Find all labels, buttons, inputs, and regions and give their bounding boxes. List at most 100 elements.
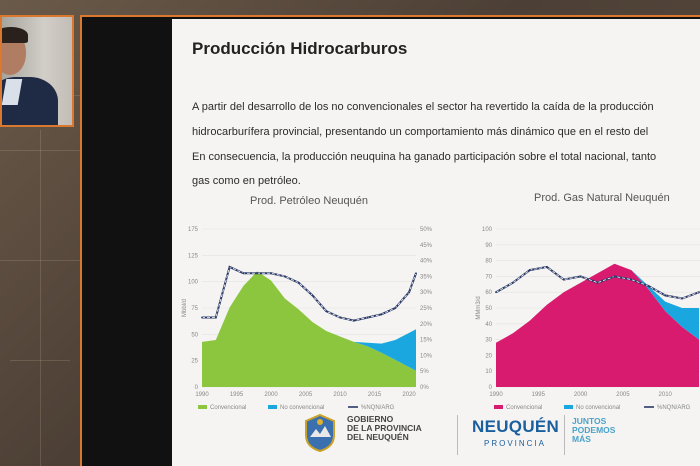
y-tick-label: 40: [485, 322, 492, 328]
y-tick-label: 0: [195, 385, 199, 391]
gov-line-3: DEL NEUQUÉN: [347, 432, 409, 442]
x-tick-label: 2020: [402, 392, 416, 398]
y2-tick-label: 0%: [420, 385, 429, 391]
slogan-line-2: PODEMOS: [572, 425, 616, 435]
x-tick-label: 1990: [195, 392, 209, 398]
legend-label-non-conventional: No convencional: [576, 405, 620, 411]
share-point: [228, 266, 231, 268]
legend-label-conventional: Convencional: [506, 405, 542, 411]
y-axis-label: MMm3/d: [476, 296, 482, 319]
y2-tick-label: 50%: [420, 227, 433, 233]
x-tick-label: 2000: [574, 392, 588, 398]
y-tick-label: 60: [485, 290, 492, 296]
share-point: [664, 294, 667, 297]
y-tick-label: 50: [485, 306, 492, 312]
x-tick-label: 2015: [368, 392, 382, 398]
share-point: [242, 272, 245, 275]
slogan-line-1: JUNTOS: [572, 416, 607, 426]
x-tick-label: 2000: [264, 392, 278, 398]
share-point: [366, 316, 369, 319]
y-tick-label: 20: [485, 353, 492, 359]
y-tick-label: 0: [489, 385, 493, 391]
y-tick-label: 70: [485, 274, 492, 280]
oil-chart-title: Prod. Petróleo Neuquén: [250, 195, 369, 207]
share-point: [681, 297, 684, 300]
share-point: [283, 275, 286, 278]
legend-label-share: %NQN/ARG: [361, 405, 395, 411]
y-tick-label: 10: [485, 369, 492, 375]
legend-swatch-non-conventional: [564, 405, 573, 409]
share-point: [408, 291, 410, 294]
share-point: [596, 281, 599, 284]
y-tick-label: 80: [485, 259, 492, 265]
y2-tick-label: 10%: [420, 353, 433, 359]
legend-label-share: %NQN/ARG: [657, 405, 691, 411]
share-point: [495, 291, 497, 294]
share-point: [339, 316, 341, 319]
y-tick-label: 75: [191, 306, 198, 312]
gov-line-1: GOBIERNO: [347, 414, 394, 424]
x-tick-label: 1995: [230, 392, 244, 398]
slide-title: Producción Hidrocarburos: [192, 39, 408, 58]
paragraph-line-4: gas como en petróleo.: [192, 175, 301, 187]
y2-tick-label: 5%: [420, 369, 429, 375]
y-tick-label: 125: [188, 253, 199, 259]
paragraph-line-1: A partir del desarrollo de los no conven…: [192, 101, 654, 113]
y-tick-label: 50: [191, 332, 198, 338]
x-tick-label: 2010: [659, 392, 673, 398]
slide: Producción Hidrocarburos A partir del de…: [172, 19, 700, 466]
legend-swatch-non-conventional: [268, 405, 277, 409]
x-tick-label: 2005: [616, 392, 630, 398]
y2-tick-label: 35%: [420, 274, 433, 280]
share-point: [528, 269, 531, 271]
conventional-area: [202, 271, 416, 387]
webcam-feed: [0, 15, 74, 127]
share-point: [613, 275, 616, 278]
legend-swatch-conventional: [494, 405, 503, 409]
share-point: [512, 281, 514, 284]
y-tick-label: 175: [188, 227, 199, 233]
brand-name: NEUQUÉN: [472, 417, 560, 436]
oil-production-chart: 0 25 50 75 100 125 175 0% 5% 10% 15% 20% 25% 30% 35% 40…: [182, 227, 433, 411]
y-tick-label: 90: [485, 243, 492, 249]
y-tick-label: 25: [191, 359, 198, 365]
y-tick-label: 30: [485, 338, 492, 344]
gas-chart-title: Prod. Gas Natural Neuquén: [534, 192, 670, 204]
y-tick-label: 100: [188, 280, 199, 286]
share-point: [579, 275, 582, 278]
x-tick-label: 2010: [333, 392, 347, 398]
gov-line-2: DE LA PROVINCIA: [347, 423, 422, 433]
share-point: [325, 310, 328, 313]
legend-swatch-conventional: [198, 405, 207, 409]
share-point: [214, 316, 217, 319]
share-point: [380, 313, 383, 316]
y2-tick-label: 30%: [420, 290, 433, 296]
conventional-area: [496, 263, 700, 387]
slogan-line-3: MÁS: [572, 434, 591, 444]
y2-tick-label: 15%: [420, 338, 433, 344]
y2-tick-label: 25%: [420, 306, 433, 312]
presentation-screen: Producción Hidrocarburos A partir del de…: [80, 15, 700, 466]
share-point: [415, 272, 417, 275]
share-point: [647, 284, 650, 287]
y2-tick-label: 45%: [420, 243, 433, 249]
share-point: [562, 278, 565, 281]
x-tick-label: 2005: [299, 392, 313, 398]
x-tick-label: 1995: [532, 392, 546, 398]
paragraph-line-3: En consecuencia, la producción neuquina …: [192, 151, 657, 163]
slogan: JUNTOS PODEMOS MÁS: [572, 417, 615, 444]
share-point: [270, 272, 272, 275]
divider: [564, 415, 565, 455]
coat-of-arms-icon: [305, 413, 335, 453]
share-point: [311, 294, 314, 297]
y2-tick-label: 20%: [420, 322, 433, 328]
x-tick-label: 1990: [489, 392, 503, 398]
y-axis-label: Mbbl/d: [182, 299, 188, 317]
share-point: [630, 278, 633, 281]
government-label: GOBIERNO DE LA PROVINCIA DEL NEUQUÉN: [347, 415, 422, 442]
brand-subtitle: PROVINCIA: [484, 439, 547, 448]
legend-label-conventional: Convencional: [210, 405, 246, 411]
share-point: [394, 307, 397, 309]
share-point: [256, 272, 259, 275]
divider: [457, 415, 458, 455]
